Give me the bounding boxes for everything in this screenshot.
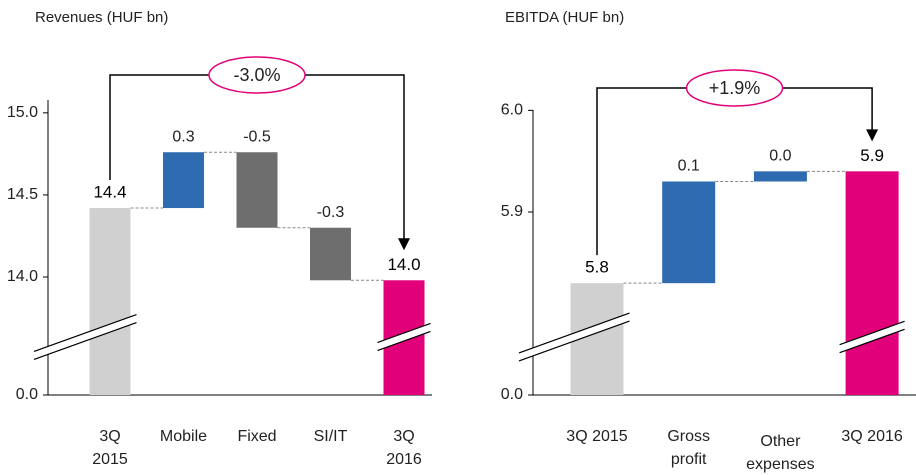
x-tick-label: SI/IT xyxy=(314,428,348,445)
total-label: 14.0 xyxy=(387,255,420,274)
bar xyxy=(163,152,204,209)
value-label: -0.3 xyxy=(317,204,345,221)
bar xyxy=(753,171,807,182)
value-label: -0.5 xyxy=(243,128,271,145)
x-tick-label: Gross xyxy=(667,428,710,445)
axis-break xyxy=(34,314,137,360)
axis-break xyxy=(377,330,431,352)
annotation: +1.9% xyxy=(709,78,761,98)
y-tick-label: 0.0 xyxy=(501,386,523,403)
x-tick-label: Other xyxy=(760,433,801,450)
y-tick-label: 6.0 xyxy=(501,102,523,119)
arrow-head xyxy=(398,238,410,251)
y-tick-label: 15.0 xyxy=(7,104,38,121)
annotation-bubble xyxy=(208,56,306,94)
total-label: 5.8 xyxy=(585,258,609,277)
x-tick-label: 3Q 2015 xyxy=(566,428,627,445)
axis-break xyxy=(519,313,630,361)
total-label: 14.4 xyxy=(93,183,126,202)
arrow-head xyxy=(866,129,879,142)
x-tick-label: Mobile xyxy=(160,428,207,445)
axis-break xyxy=(518,312,630,354)
y-tick-label: 5.9 xyxy=(501,203,523,220)
x-tick-label: 3Q xyxy=(393,428,414,445)
chart-title: Revenues (HUF bn) xyxy=(35,9,168,26)
x-tick-label: Fixed xyxy=(237,428,276,445)
y-tick-label: 14.0 xyxy=(7,268,38,285)
x-tick-label: 3Q 2016 xyxy=(841,428,902,445)
axis-break xyxy=(33,313,137,353)
value-label: 0.1 xyxy=(678,158,700,175)
x-tick-label: 2016 xyxy=(386,451,422,468)
value-label: 0.0 xyxy=(769,148,791,165)
x-tick-label: 3Q xyxy=(99,428,120,445)
axis-break xyxy=(377,322,431,344)
bar xyxy=(236,152,278,228)
annotation-bubble xyxy=(685,69,784,107)
bar xyxy=(662,181,716,284)
x-tick-label: expenses xyxy=(746,456,815,473)
annotation: -3.0% xyxy=(233,65,280,85)
x-tick-label: profit xyxy=(671,451,707,468)
axis-break xyxy=(518,320,630,362)
y-tick-label: 14.5 xyxy=(7,186,38,203)
value-label: 0.3 xyxy=(172,128,194,145)
x-tick-label: 2015 xyxy=(92,451,128,468)
bar xyxy=(89,208,131,395)
change-bracket xyxy=(596,87,873,256)
y-tick-label: 0.0 xyxy=(16,386,38,403)
axis-break xyxy=(33,321,137,361)
chart-title: EBITDA (HUF bn) xyxy=(505,9,624,26)
bar xyxy=(845,171,899,395)
axis-break xyxy=(839,321,905,353)
axis-break xyxy=(377,323,431,351)
bar xyxy=(310,227,351,281)
total-label: 5.9 xyxy=(860,146,884,165)
axis-break xyxy=(839,320,905,346)
axis-break xyxy=(839,328,905,354)
